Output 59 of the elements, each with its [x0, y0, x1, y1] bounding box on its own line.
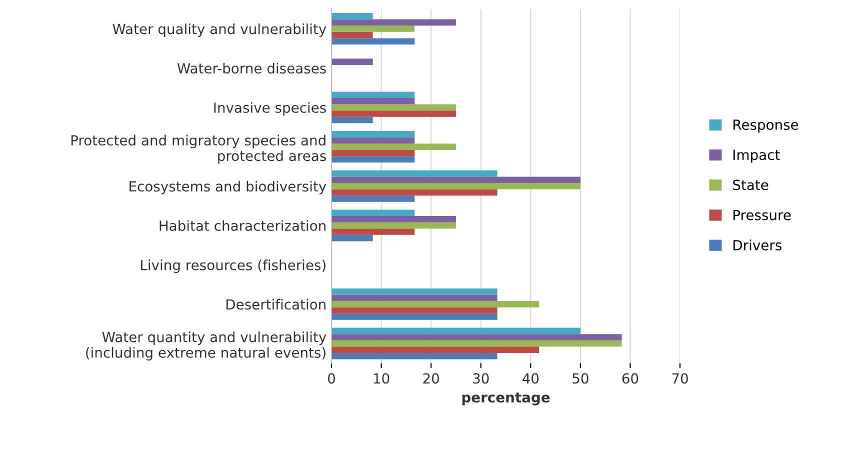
y-tick-label: Water-borne diseases	[177, 62, 326, 74]
bar	[332, 294, 498, 302]
bar	[332, 92, 415, 98]
bar	[332, 170, 498, 177]
bar	[332, 150, 415, 156]
bar	[332, 176, 580, 183]
bar	[332, 222, 456, 229]
bar	[332, 116, 373, 124]
x-axis-title: percentage	[462, 392, 550, 406]
bar	[332, 340, 622, 347]
bar	[332, 210, 415, 216]
bar	[332, 156, 415, 163]
legend-label: Drivers	[734, 240, 782, 250]
x-tick-label: 70	[672, 373, 688, 384]
legend-label: Pressure	[734, 210, 791, 220]
bar	[332, 216, 456, 222]
y-tick-label: Protected and migratory species and protected areas	[71, 134, 326, 164]
y-tick-label: Water quantity and vulnerability (including extreme natural events)	[86, 332, 326, 361]
y-tick-label: Desertification	[226, 298, 326, 310]
x-tick-label: 30	[473, 373, 489, 384]
bar	[332, 307, 498, 314]
legend-label: Response	[734, 120, 798, 133]
bar	[332, 328, 580, 334]
bar	[332, 144, 456, 150]
bar	[332, 26, 415, 32]
bar	[332, 19, 456, 26]
x-tick-label: 20	[423, 373, 439, 384]
bar	[332, 228, 415, 235]
y-tick-label: Ecosystems and biodiversity	[130, 180, 326, 194]
bar	[332, 182, 580, 190]
bar	[332, 137, 415, 144]
bar	[332, 314, 498, 320]
bar	[332, 13, 373, 20]
bar	[332, 110, 456, 117]
bar	[332, 234, 373, 242]
bar	[332, 301, 540, 308]
y-tick-label: Living resources (fisheries)	[141, 260, 326, 273]
y-tick-label: Habitat characterization	[160, 220, 326, 231]
bar	[332, 346, 540, 353]
bar	[332, 196, 415, 202]
y-tick-label: Water quality and vulnerability	[112, 23, 326, 37]
bar	[332, 98, 415, 104]
bar	[332, 131, 415, 138]
x-tick-label: 0	[328, 373, 335, 384]
x-tick-label: 60	[622, 373, 638, 384]
bar	[332, 38, 415, 44]
bar	[332, 288, 498, 295]
bar	[332, 58, 373, 65]
x-tick-label: 50	[572, 373, 588, 384]
y-tick-label: Invasive species	[214, 102, 326, 116]
bar	[332, 352, 498, 360]
bar	[332, 334, 622, 340]
legend-label: Impact	[734, 150, 780, 163]
x-tick-label: 40	[522, 373, 539, 384]
bar	[332, 104, 456, 111]
bar	[332, 32, 373, 38]
x-tick-label: 10	[374, 373, 390, 384]
bar	[332, 189, 498, 196]
legend-label: State	[733, 180, 768, 190]
